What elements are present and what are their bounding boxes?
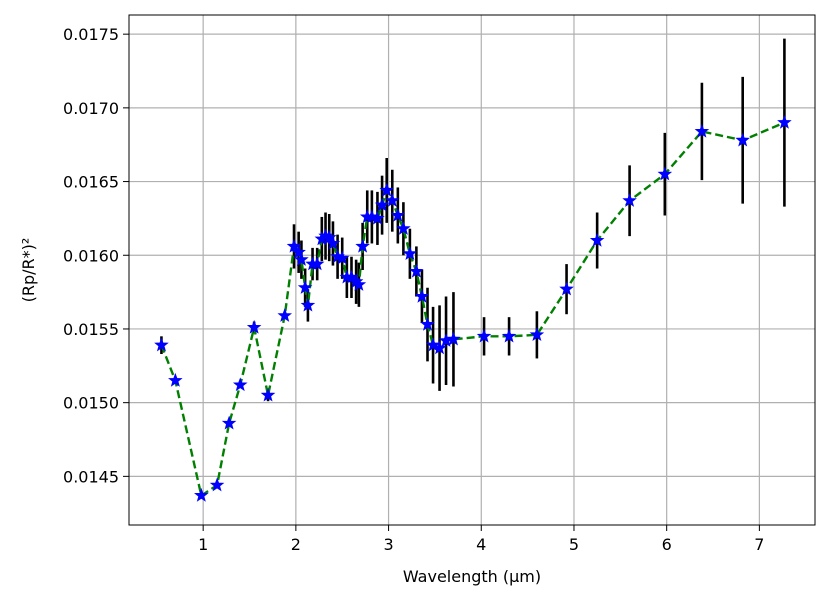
x-tick-label: 6 <box>662 535 672 554</box>
data-point <box>297 280 313 294</box>
data-point <box>390 207 406 222</box>
data-point <box>396 221 411 235</box>
data-point <box>334 250 350 265</box>
data-point <box>286 238 302 253</box>
x-tick-label: 7 <box>754 535 764 554</box>
data-point <box>355 238 370 253</box>
data-point <box>501 328 517 343</box>
data-point <box>402 246 418 260</box>
data-point <box>446 331 461 346</box>
data-point <box>232 377 248 392</box>
data-point <box>379 182 394 197</box>
y-tick-label: 0.0150 <box>63 394 119 413</box>
y-axis-label: (Rp/R*)² <box>19 238 38 303</box>
data-point <box>221 415 237 430</box>
y-tick-label: 0.0160 <box>63 246 119 265</box>
data-point <box>374 197 390 212</box>
data-point <box>559 281 574 296</box>
data-point <box>694 123 710 138</box>
markers <box>154 114 792 502</box>
y-ticks: 0.0145 0.0150 0.0155 0.0160 0.0165 0.0170 0.01… <box>63 25 129 486</box>
y-tick-label: 0.0145 <box>63 467 119 486</box>
data-point <box>168 372 183 387</box>
data-point <box>209 477 225 492</box>
x-tick-label: 4 <box>476 535 486 554</box>
x-tick-label: 2 <box>291 535 301 554</box>
x-tick-label: 3 <box>383 535 393 554</box>
data-point <box>325 235 341 250</box>
data-point <box>476 328 492 343</box>
data-point <box>194 487 209 502</box>
data-point <box>370 210 385 225</box>
data-point <box>154 337 169 352</box>
data-point <box>409 263 424 278</box>
x-tick-label: 1 <box>198 535 208 554</box>
y-tick-label: 0.0165 <box>63 173 119 192</box>
data-point <box>260 387 276 402</box>
data-point <box>300 297 316 312</box>
data-point <box>385 193 400 207</box>
data-point <box>589 232 605 247</box>
data-point <box>294 252 309 266</box>
data-point <box>309 256 325 271</box>
data-point <box>529 327 545 342</box>
data-point <box>351 277 367 291</box>
data-point <box>432 340 447 355</box>
x-axis-label: Wavelength (μm) <box>403 567 541 586</box>
data-point <box>246 319 262 334</box>
data-point <box>420 316 435 331</box>
data-point <box>622 193 637 207</box>
data-point <box>777 114 792 129</box>
data-point <box>735 132 750 147</box>
x-tick-label: 5 <box>569 535 579 554</box>
y-tick-label: 0.0155 <box>63 320 119 339</box>
y-tick-label: 0.0175 <box>63 25 119 44</box>
data-point <box>277 308 293 322</box>
plot-frame <box>128 14 816 526</box>
data-point <box>657 166 673 181</box>
plot-background <box>129 15 815 525</box>
y-tick-label: 0.0170 <box>63 99 119 118</box>
data-point <box>321 229 337 244</box>
data-point <box>425 337 441 352</box>
x-ticks: 1 2 3 4 5 6 7 <box>198 525 764 554</box>
data-point <box>291 244 306 259</box>
data-point <box>414 288 430 303</box>
